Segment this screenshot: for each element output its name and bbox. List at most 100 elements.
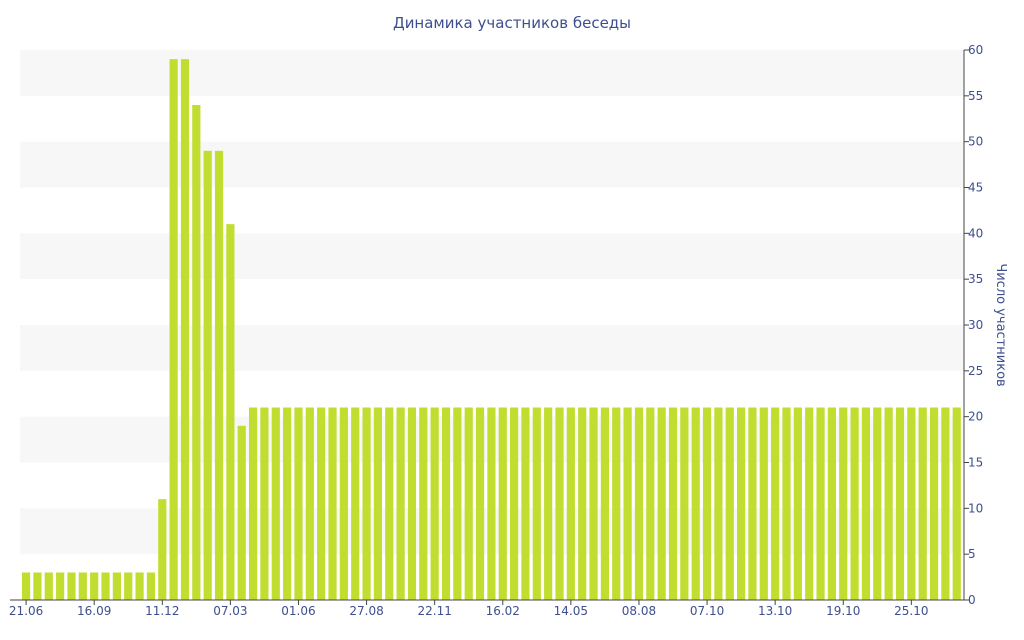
- bar-series: [22, 59, 961, 601]
- x-tick-label: 08.08: [622, 604, 656, 618]
- bar: [33, 572, 42, 600]
- bar: [782, 407, 791, 600]
- grid-band: [20, 233, 964, 280]
- bar: [589, 407, 598, 600]
- bar: [180, 59, 190, 601]
- bar: [634, 407, 644, 600]
- bar: [884, 407, 893, 600]
- bar: [612, 407, 621, 600]
- bar: [657, 407, 666, 600]
- bar: [317, 407, 326, 600]
- y-tick-label: 60: [968, 43, 983, 57]
- y-tick-label: 55: [968, 89, 983, 103]
- bar: [873, 407, 882, 600]
- x-tick-label: 13.10: [758, 604, 792, 618]
- bar: [714, 407, 723, 600]
- bar: [646, 407, 655, 600]
- bar: [169, 59, 178, 601]
- grid-band: [20, 141, 964, 188]
- y-tick-label: 45: [968, 181, 983, 195]
- x-tick-label: 27.08: [349, 604, 383, 618]
- x-tick-label: 22.11: [417, 604, 451, 618]
- bar: [850, 407, 859, 600]
- bar: [498, 407, 507, 600]
- bar: [407, 407, 417, 600]
- bar: [839, 407, 848, 600]
- bar: [419, 407, 428, 600]
- bar: [771, 407, 780, 600]
- bar: [827, 407, 836, 600]
- bar: [578, 407, 587, 600]
- bar: [475, 407, 485, 600]
- bar: [737, 407, 746, 600]
- y-tick-label: 40: [968, 226, 983, 240]
- x-tick-label: 07.03: [213, 604, 247, 618]
- bar: [544, 407, 553, 600]
- bar: [271, 407, 280, 600]
- bar: [805, 407, 814, 600]
- bar: [56, 572, 65, 600]
- bar: [237, 425, 246, 600]
- bar: [600, 407, 609, 600]
- bar: [521, 407, 530, 600]
- bar: [952, 407, 961, 600]
- x-tick-label: 16.02: [486, 604, 520, 618]
- bar: [441, 407, 451, 600]
- bar: [555, 407, 564, 600]
- bar: [861, 407, 871, 600]
- y-axis-label: Число участников: [993, 263, 1008, 386]
- bar: [328, 407, 337, 600]
- bar: [668, 407, 678, 600]
- y-tick-label: 20: [968, 410, 983, 424]
- bar: [260, 407, 269, 600]
- bar: [816, 407, 825, 600]
- y-tick-label: 30: [968, 318, 983, 332]
- y-tick-label: 0: [968, 593, 976, 607]
- y-tick-label: 10: [968, 501, 983, 515]
- bar: [203, 150, 212, 600]
- bar: [373, 407, 382, 600]
- bar: [566, 407, 575, 600]
- grid-band: [20, 50, 964, 96]
- bar: [464, 407, 473, 600]
- bar: [895, 407, 905, 600]
- grid-band: [20, 325, 964, 371]
- bar: [22, 572, 31, 600]
- bar: [78, 572, 87, 600]
- bar: [725, 407, 734, 600]
- bar: [158, 499, 167, 600]
- bar: [941, 407, 950, 600]
- x-tick-label: 14.05: [554, 604, 588, 618]
- y-tick-label: 50: [968, 135, 983, 149]
- x-tick-label: 11.12: [145, 604, 179, 618]
- bar: [691, 407, 700, 600]
- bar: [305, 407, 314, 600]
- bar: [385, 407, 394, 600]
- bar: [487, 407, 496, 600]
- bar: [702, 407, 712, 600]
- bar: [759, 407, 768, 600]
- bar: [44, 572, 53, 600]
- bar: [793, 407, 802, 600]
- chart-title: Динамика участников беседы: [393, 14, 631, 32]
- bar: [214, 150, 224, 600]
- y-tick-label: 15: [968, 456, 983, 470]
- bar: [124, 572, 133, 600]
- bar: [112, 572, 121, 600]
- bar: [248, 407, 258, 600]
- bar: [748, 407, 757, 600]
- x-tick-label: 16.09: [77, 604, 111, 618]
- bar: [623, 407, 632, 600]
- bar: [680, 407, 689, 600]
- bar: [918, 407, 927, 600]
- bar: [226, 224, 235, 601]
- bar: [396, 407, 405, 600]
- bar: [90, 572, 99, 600]
- bar: [532, 407, 541, 600]
- x-tick-label: 01.06: [281, 604, 315, 618]
- x-axis: 21.06 16.09 11.12 07.03 01.06 27.08 22.11 16.02…: [9, 599, 964, 618]
- bar: [146, 572, 156, 600]
- bar: [192, 105, 201, 600]
